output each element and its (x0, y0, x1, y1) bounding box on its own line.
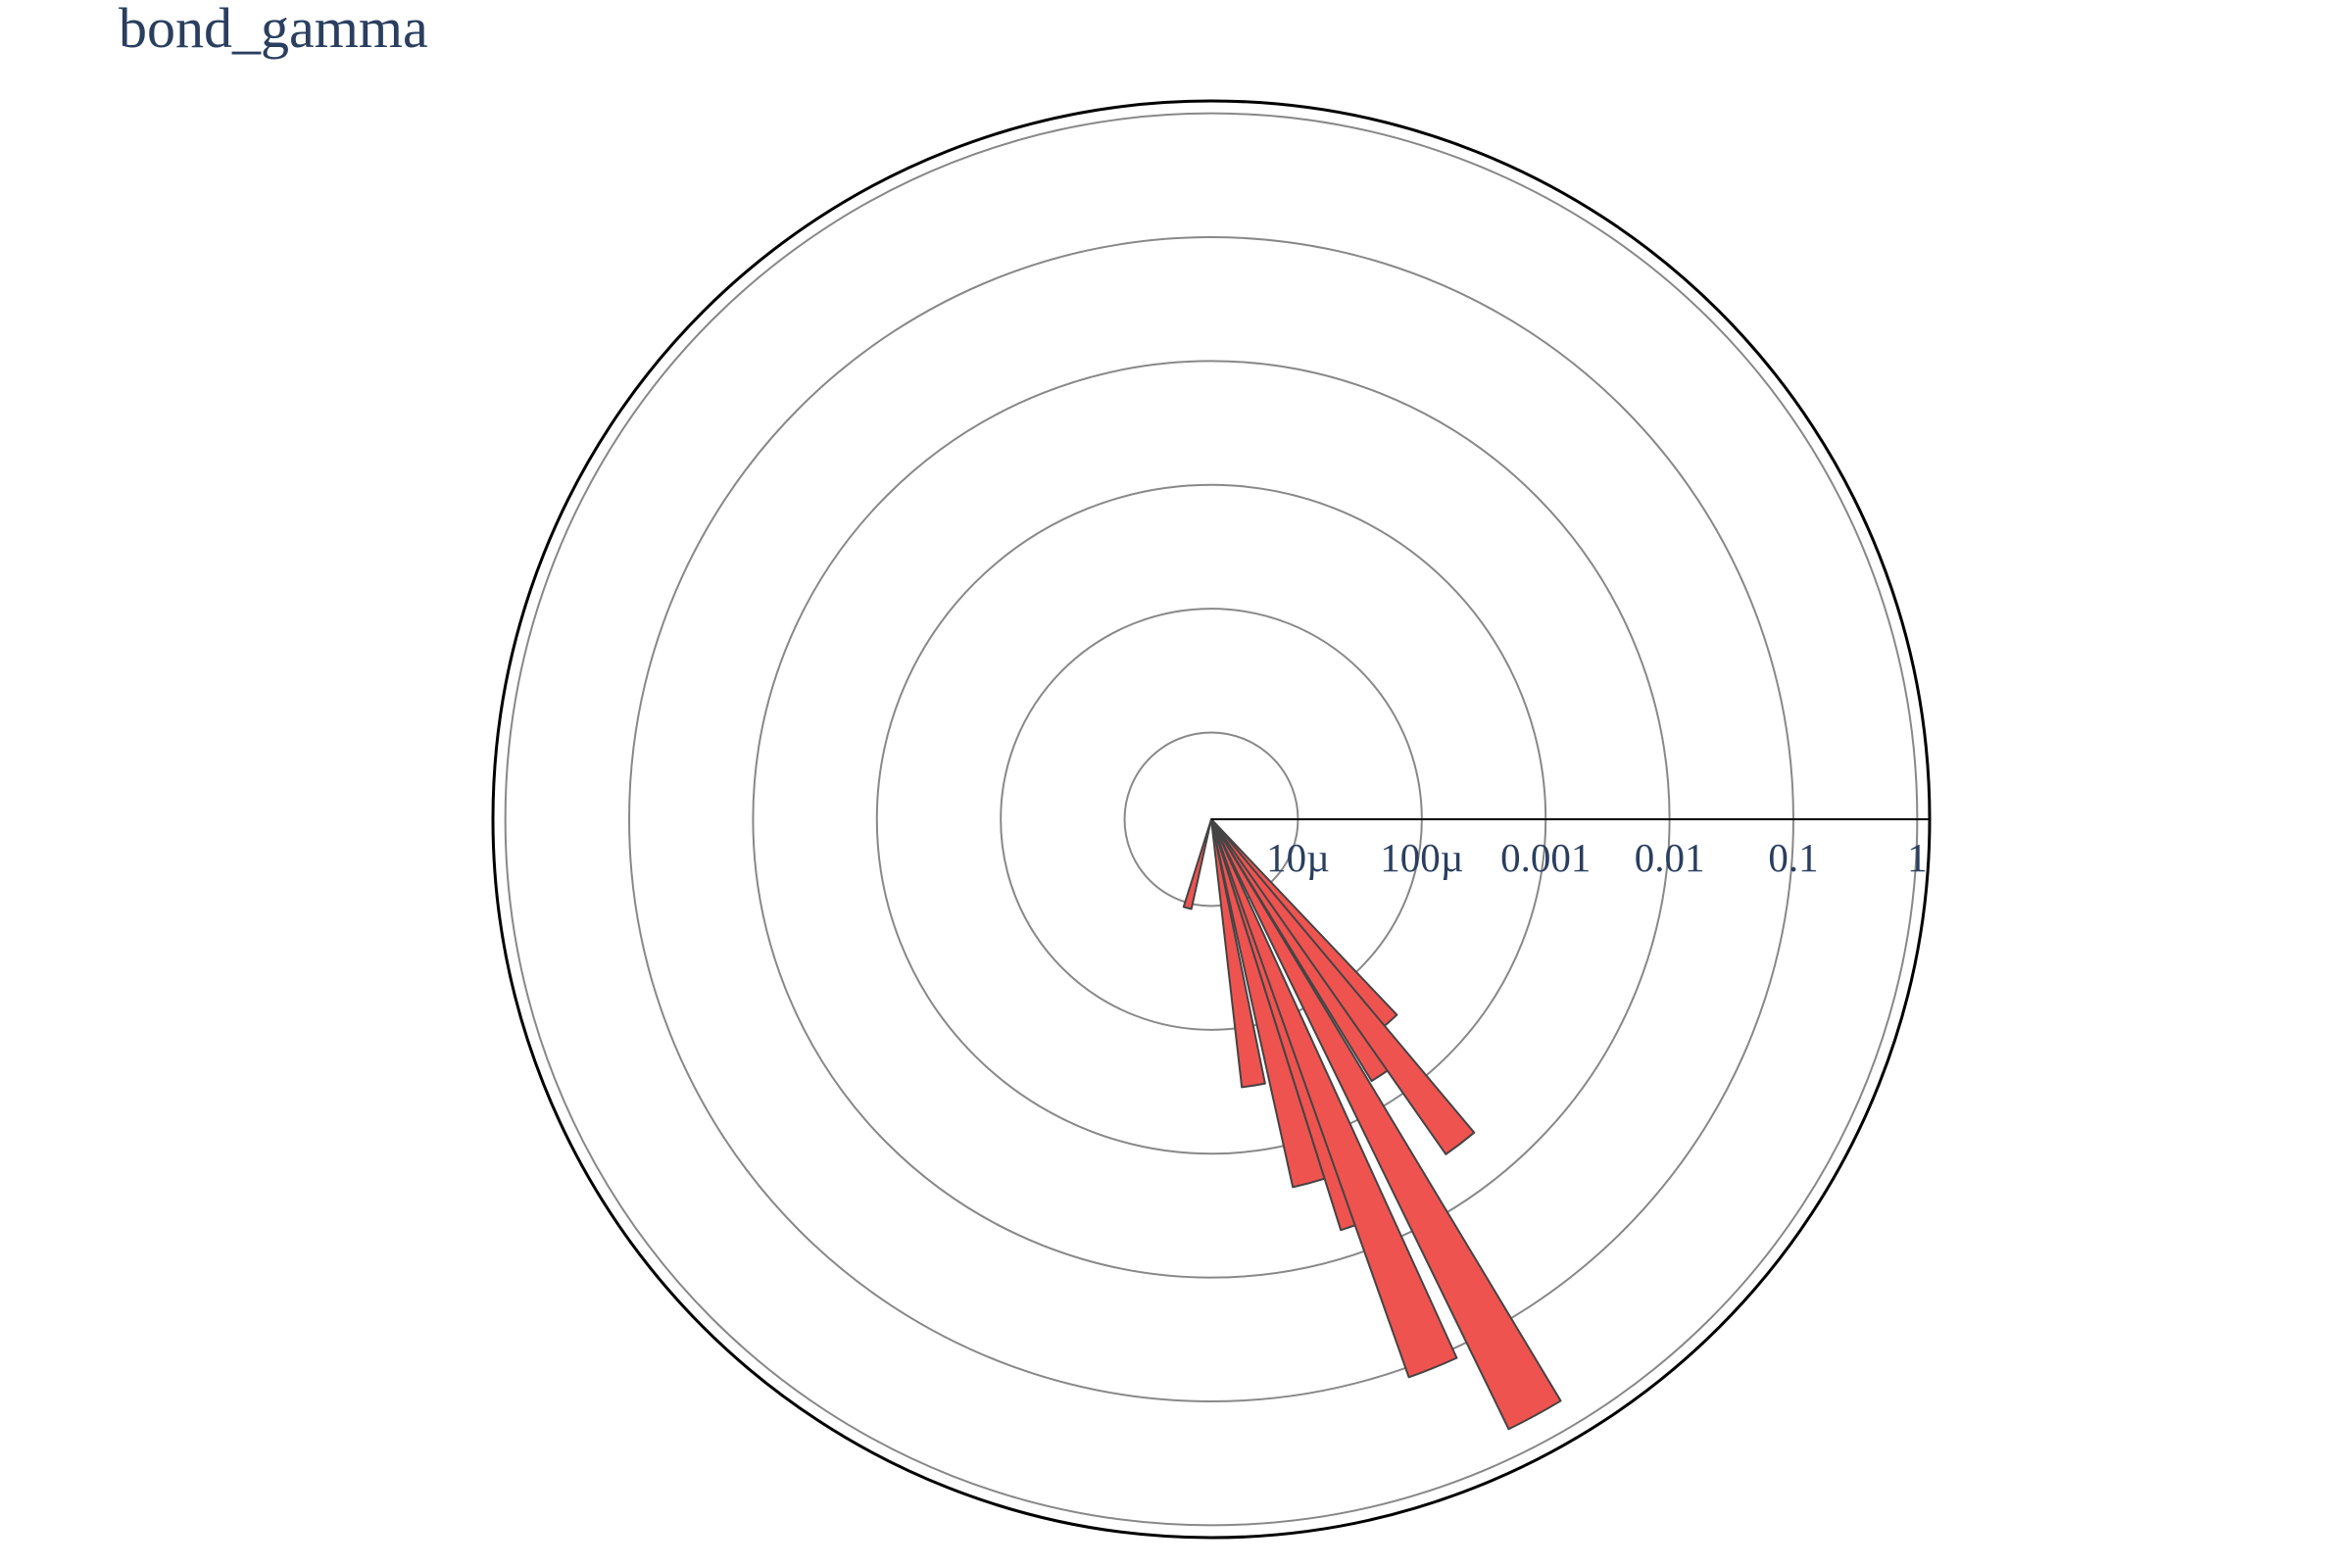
bar-8[interactable] (1210, 818, 1562, 1431)
radial-axis (491, 99, 1932, 1540)
chart-title: bond_gamma (119, 0, 428, 60)
bar-0[interactable] (1182, 818, 1212, 910)
radial-tick-label-5: 1 (1907, 835, 1928, 880)
bar-6[interactable] (1210, 818, 1476, 1155)
radial-tick-labels: 10µ 100µ 0.001 0.01 0.1 1 (1266, 835, 1927, 880)
bar-series (1182, 818, 1562, 1431)
bar-7[interactable] (1210, 818, 1458, 1379)
bar-1[interactable] (1210, 818, 1266, 1089)
radial-tick-label-2: 0.001 (1500, 835, 1591, 880)
radial-tick-label-1: 100µ (1380, 835, 1463, 880)
radial-tick-label-3: 0.01 (1635, 835, 1705, 880)
radial-tick-label-0: 10µ (1266, 835, 1330, 880)
radial-tick-label-4: 0.1 (1768, 835, 1818, 880)
